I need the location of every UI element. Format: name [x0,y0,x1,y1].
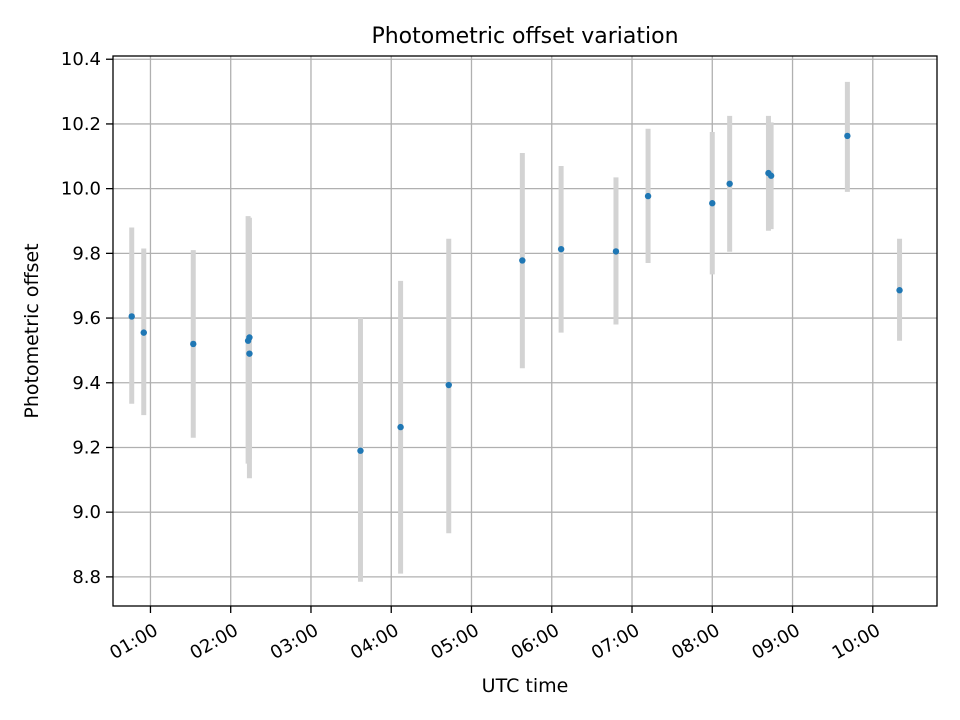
plot-frame [112,55,938,607]
y-tick-label: 9.2 [72,437,101,458]
x-axis-label: UTC time [482,675,569,697]
data-point [557,245,565,253]
data-point [612,248,620,255]
data-point [246,334,253,341]
data-point [140,329,147,336]
y-tick-label: 9.8 [72,243,101,264]
y-tick-label: 8.8 [72,567,101,588]
data-point [726,180,733,187]
data-points [128,132,903,454]
y-axis-label: Photometric offset [21,243,43,418]
y-tick-label: 9.4 [72,373,101,394]
chart-title: Photometric offset variation [371,24,678,49]
data-point [357,447,364,454]
data-point [896,287,903,294]
y-tick-label: 9.0 [72,502,101,523]
y-tick-label: 10.4 [61,49,101,70]
data-point [644,192,652,200]
data-point [190,340,197,348]
data-point [397,423,404,431]
data-point [844,132,851,140]
data-point [246,350,253,357]
data-point [128,313,135,320]
y-tick-label: 10.0 [61,179,101,200]
data-point [767,172,775,179]
y-tick-label: 10.2 [61,114,101,135]
data-point [709,200,716,207]
data-point [445,381,452,389]
data-point [519,257,526,264]
y-tick-label: 9.6 [72,308,101,329]
